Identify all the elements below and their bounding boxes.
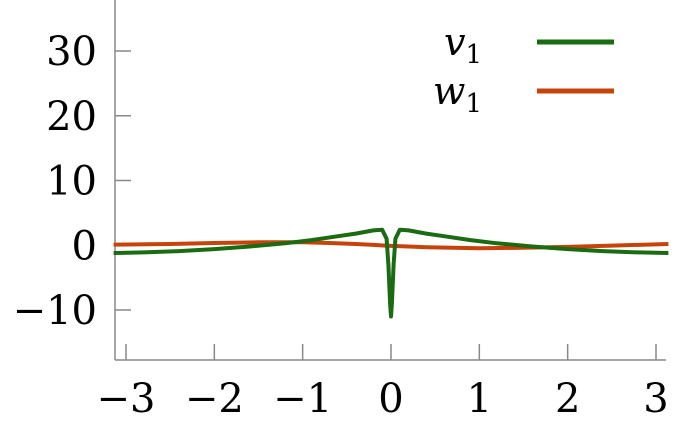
x-tick-label: 1 bbox=[467, 376, 492, 421]
x-tick-label: −1 bbox=[273, 376, 332, 421]
legend-label-w1: w1 bbox=[433, 69, 482, 119]
x-ticks: −3 −2 −1 0 1 2 3 bbox=[97, 344, 669, 421]
legend-label-v1: v1 bbox=[444, 20, 482, 70]
series-line-w1 bbox=[113, 240, 669, 251]
y-tick-label: 30 bbox=[46, 29, 97, 75]
y-tick-label: 0 bbox=[72, 223, 97, 269]
y-tick-label: 10 bbox=[46, 159, 97, 205]
x-tick-label: −2 bbox=[185, 376, 244, 421]
series-layer bbox=[113, 227, 669, 319]
x-tick-label: 2 bbox=[555, 376, 580, 421]
y-ticks: −10 0 10 20 30 bbox=[13, 29, 131, 334]
y-tick-label: 20 bbox=[46, 94, 97, 140]
x-tick-label: −3 bbox=[97, 376, 156, 421]
series-line-v1 bbox=[113, 227, 669, 319]
y-tick-label: −10 bbox=[13, 288, 97, 334]
x-tick-label: 0 bbox=[378, 376, 403, 421]
x-tick-label: 3 bbox=[643, 376, 668, 421]
